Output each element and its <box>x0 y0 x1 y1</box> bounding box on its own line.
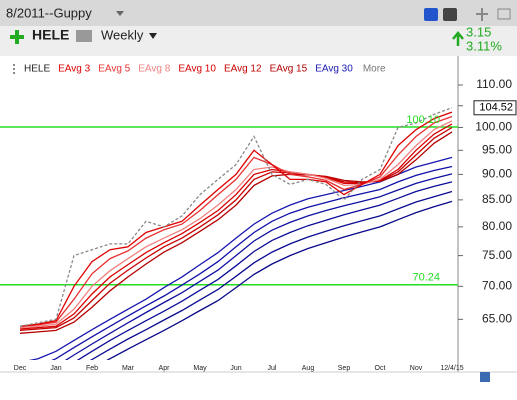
series-line <box>19 115 453 327</box>
x-tick-label: May <box>193 365 207 372</box>
legend-entry: EAvg 5 <box>98 64 130 75</box>
horizontal-line-label: 70.24 <box>412 272 440 284</box>
series-line <box>19 111 453 327</box>
change-pct: 3.11% <box>466 38 502 53</box>
period-dropdown[interactable] <box>149 33 157 39</box>
price-tag-label: 104.52 <box>479 102 513 114</box>
series-line <box>51 165 453 360</box>
series-line <box>89 190 453 360</box>
y-tick-label: 75.00 <box>482 248 512 262</box>
symbol[interactable]: HELE <box>32 27 69 43</box>
price-tag <box>473 100 517 116</box>
print-icon[interactable] <box>76 30 92 42</box>
series-line <box>19 123 453 330</box>
series-line <box>106 200 453 360</box>
title-dropdown[interactable] <box>116 11 124 16</box>
y-tick-label: 70.00 <box>482 279 512 293</box>
sv-button[interactable] <box>424 8 438 21</box>
add-button[interactable] <box>10 30 24 44</box>
y-tick-label: 100.00 <box>475 120 512 134</box>
x-tick-label: Nov <box>410 365 423 372</box>
legend-entry: EAvg 10 <box>178 64 216 75</box>
legend-entry: EAvg 8 <box>138 64 170 75</box>
series-line <box>19 107 453 327</box>
series-line <box>64 173 453 360</box>
x-tick-label: Feb <box>86 365 98 372</box>
plot-area <box>0 107 458 360</box>
x-tick-label: Apr <box>159 365 171 372</box>
move-icon[interactable] <box>476 8 488 21</box>
window-button[interactable] <box>497 8 511 20</box>
x-tick-label: Jul <box>268 365 277 372</box>
x-tick-label: Oct <box>375 365 386 372</box>
x-tick-label: Jun <box>230 365 241 372</box>
legend-entry: EAvg 3 <box>58 64 90 75</box>
legend-entry: HELE <box>24 64 50 75</box>
up-arrow <box>452 31 464 46</box>
period[interactable]: Weekly <box>101 27 144 42</box>
x-tick-label: 12/4/15 <box>440 365 463 372</box>
legend-entry: EAvg 30 <box>315 64 353 75</box>
y-tick-label: 95.00 <box>482 142 512 156</box>
series-line <box>76 181 453 360</box>
horizontal-line-label: 100.10 <box>406 114 440 126</box>
t-button[interactable] <box>443 8 457 21</box>
y-tick-label: 80.00 <box>482 219 512 233</box>
x-tick-label: Aug <box>302 365 315 372</box>
y-tick-label: 85.00 <box>482 192 512 206</box>
legend-entry: EAvg 12 <box>224 64 262 75</box>
legend-entry: EAvg 15 <box>270 64 308 75</box>
series-line <box>19 120 453 329</box>
legend-more[interactable]: More <box>363 64 386 75</box>
y-tick-label: 90.00 <box>482 167 512 181</box>
x-tick-label: Mar <box>122 365 135 372</box>
x-tick-label: Dec <box>14 365 27 372</box>
y-tick-label: 65.00 <box>482 312 512 326</box>
window-title: 8/2011--Guppy <box>6 5 92 20</box>
y-tick-label: 110.00 <box>476 77 512 91</box>
x-tick-label: Jan <box>50 365 61 372</box>
change: 3.15 <box>466 24 491 39</box>
x-tick-label: Sep <box>338 365 351 372</box>
scroll-button[interactable] <box>480 372 490 382</box>
